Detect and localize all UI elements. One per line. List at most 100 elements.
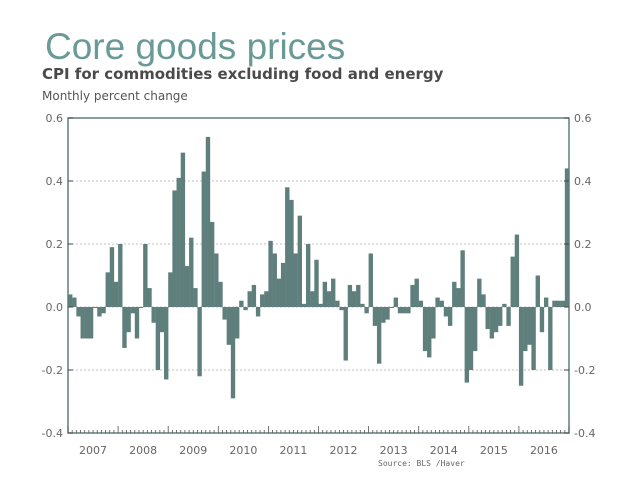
units-label: Monthly percent change	[42, 89, 188, 103]
bars	[68, 136, 570, 399]
bar	[523, 307, 528, 352]
bar	[113, 281, 119, 307]
y-tick-label-left: 0.2	[46, 238, 64, 251]
bar	[168, 272, 173, 307]
bar	[301, 303, 307, 307]
bar	[197, 307, 202, 377]
bar	[134, 307, 140, 339]
bar	[143, 244, 148, 307]
y-tick-label-left: -0.2	[42, 364, 63, 377]
y-tick-label-right: 0.4	[574, 175, 592, 188]
bar	[209, 221, 215, 307]
bar	[235, 307, 240, 339]
bar	[376, 307, 382, 364]
bar	[222, 307, 227, 320]
bar	[527, 307, 532, 345]
bar	[443, 307, 449, 317]
bar	[460, 250, 465, 307]
bar	[493, 307, 499, 333]
bar	[485, 307, 490, 330]
bar	[105, 272, 110, 307]
bar	[498, 307, 503, 326]
bar	[189, 237, 194, 307]
bar	[360, 303, 365, 307]
bar	[439, 300, 444, 307]
bar	[130, 307, 136, 314]
x-tick-label: 2009	[179, 444, 207, 457]
bar	[410, 284, 415, 307]
bar	[514, 234, 520, 307]
bar	[239, 300, 244, 307]
chart-title: Core goods prices	[45, 26, 346, 67]
bar	[285, 187, 290, 307]
bar	[560, 300, 566, 307]
bar	[506, 307, 511, 326]
bar	[276, 278, 282, 307]
y-tick-label-right: 0.2	[574, 238, 592, 251]
chart-subtitle: CPI for commodities excluding food and e…	[42, 65, 444, 83]
bar	[122, 307, 127, 348]
bar	[138, 307, 144, 308]
bar	[214, 253, 219, 307]
x-tick-label: 2015	[480, 444, 508, 457]
y-tick-label-right: -0.2	[574, 364, 595, 377]
bar	[331, 278, 336, 307]
bar	[364, 307, 369, 314]
bar	[456, 288, 461, 307]
bar	[164, 307, 169, 380]
bar	[264, 291, 269, 307]
bar	[226, 307, 232, 345]
bar	[247, 291, 252, 307]
bar	[293, 253, 298, 307]
bar	[314, 259, 319, 307]
bar	[201, 171, 206, 307]
bar	[260, 294, 265, 307]
bar	[427, 307, 432, 358]
bar	[310, 291, 315, 307]
bar	[289, 199, 294, 307]
bar	[180, 152, 186, 307]
bar	[368, 253, 373, 307]
y-tick-label-left: 0.0	[46, 301, 64, 314]
y-tick-label-right: -0.4	[574, 427, 595, 440]
bar	[172, 190, 177, 307]
bar	[477, 278, 482, 307]
bar	[280, 262, 286, 307]
bar	[543, 297, 549, 307]
bar	[205, 136, 211, 307]
bar	[97, 307, 102, 317]
bar	[564, 168, 570, 307]
bar	[464, 307, 470, 383]
bar	[109, 247, 115, 307]
bar	[318, 303, 323, 307]
bar	[193, 288, 198, 307]
x-tick-label: 2014	[430, 444, 458, 457]
bar	[472, 307, 478, 352]
bar	[151, 307, 156, 323]
bar	[88, 307, 94, 339]
bar	[243, 307, 248, 311]
bar	[393, 297, 399, 307]
x-tick-label: 2012	[330, 444, 358, 457]
bar	[230, 307, 236, 399]
y-tick-label-left: -0.4	[42, 427, 63, 440]
bar	[72, 297, 77, 307]
bar	[68, 294, 73, 307]
bar	[372, 307, 378, 326]
bar	[272, 253, 277, 307]
bar	[93, 307, 98, 308]
bar	[305, 244, 311, 307]
bar	[218, 281, 223, 307]
bar	[402, 307, 407, 314]
bar	[351, 291, 357, 307]
bar	[347, 284, 353, 307]
bar	[76, 307, 81, 317]
bar	[385, 307, 390, 320]
bar	[389, 307, 394, 308]
bar	[518, 307, 524, 386]
bar	[468, 307, 474, 370]
bar	[155, 307, 161, 370]
bar	[447, 307, 453, 326]
y-tick-label-right: 0.6	[574, 112, 592, 125]
